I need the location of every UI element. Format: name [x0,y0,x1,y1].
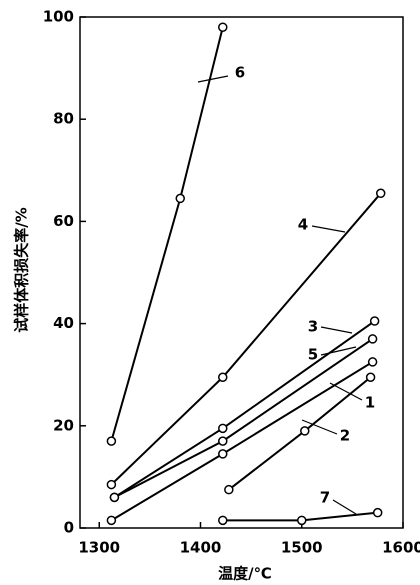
data-point [218,449,228,459]
data-point [367,334,378,344]
data-point [224,484,234,495]
data-point [109,492,120,503]
x-axis-label: 温度/℃ [218,565,272,583]
y-tick-label: 20 [53,416,74,434]
y-tick-label: 0 [64,519,74,537]
leader-line [329,382,363,401]
series-label: 7 [320,489,330,507]
x-tick-label: 1400 [180,539,222,557]
plot-frame [79,16,404,529]
data-point [175,193,185,204]
leader-line [320,346,357,356]
series-label: 5 [308,346,318,364]
series-label: 3 [308,318,318,336]
leader-line [332,499,357,515]
series-label: 4 [298,216,308,234]
data-point [365,372,376,383]
series-label: 2 [340,427,350,445]
data-point [369,316,380,326]
y-axis-label: 试样体积损失率/% [13,207,31,333]
series-line [113,320,376,499]
data-point [367,357,378,367]
data-point [296,515,307,526]
data-point [218,515,228,526]
leader-line [197,75,229,83]
data-point [106,515,117,526]
data-point [300,426,310,436]
leader-line [301,419,338,435]
leader-line [320,326,353,334]
data-point [106,479,117,490]
data-point [375,188,386,199]
x-tick-label: 1600 [382,539,420,557]
data-point [106,436,117,446]
y-tick-label: 40 [53,314,74,332]
y-tick-label: 80 [53,110,74,128]
series-label: 6 [235,64,245,82]
data-point [372,507,383,518]
y-tick-label: 100 [43,8,74,26]
data-point [218,372,228,383]
data-point [218,436,228,446]
series-line [110,361,374,522]
series-label: 1 [365,394,375,412]
data-point [218,423,228,434]
leader-line [311,225,346,233]
data-point [218,22,228,32]
y-tick-label: 60 [53,212,74,230]
series-line [110,26,224,442]
x-tick-label: 1500 [281,539,323,557]
x-tick-label: 1300 [78,539,120,557]
